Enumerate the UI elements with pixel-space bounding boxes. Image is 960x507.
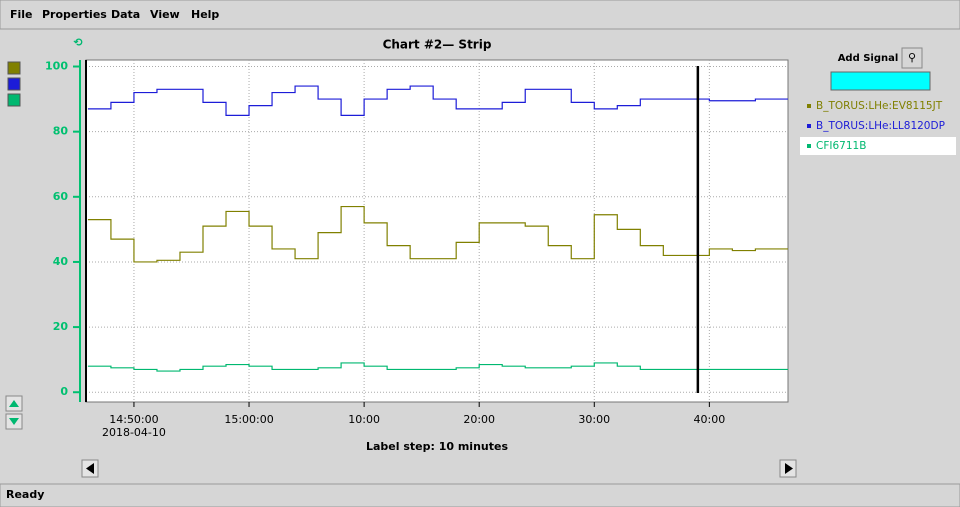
menu-item[interactable]: Help [191, 8, 219, 21]
signal-input[interactable] [830, 71, 931, 91]
axis-color-swatch[interactable] [7, 93, 21, 107]
y-tick-label: 100 [45, 60, 68, 73]
x-date-label: 2018-04-10 [102, 426, 166, 439]
menu-item[interactable]: File [10, 8, 33, 21]
legend-selected-bg [800, 137, 956, 155]
status-text: Ready [6, 488, 44, 501]
y-tick-label: 0 [60, 385, 68, 398]
y-tick-label: 40 [53, 255, 69, 268]
y-tick-label: 20 [53, 320, 69, 333]
x-tick-label: 15:00:00 [224, 413, 273, 426]
x-axis-label: Label step: 10 minutes [366, 440, 508, 453]
plot-area [85, 59, 789, 403]
legend-label[interactable]: CFI6711B [816, 140, 866, 152]
series-line [87, 362, 788, 372]
x-tick-label: 10:00 [348, 413, 380, 426]
down-arrow [9, 418, 19, 425]
series-line [87, 205, 788, 263]
up-arrow [9, 400, 19, 407]
x-tick-label: 30:00 [578, 413, 610, 426]
axis-selectors [7, 61, 21, 107]
add-signal-label: Add Signal [838, 53, 899, 64]
legend-label[interactable]: B_TORUS:LHe:LL8120DP [816, 120, 945, 132]
chart-title: Chart #2— Strip [383, 38, 492, 52]
find-button[interactable] [901, 47, 923, 69]
menu-bar [0, 0, 960, 30]
status-bar [0, 483, 960, 507]
axis-color-swatch[interactable] [7, 61, 21, 75]
binoculars-icon: ⚲ [908, 51, 916, 64]
x-tick-label: 40:00 [694, 413, 726, 426]
reset-icon[interactable]: ⟲ [73, 36, 82, 49]
y-tick-label: 60 [53, 190, 69, 203]
menu-item[interactable]: View [150, 8, 180, 21]
menu-item[interactable]: Properties [42, 8, 107, 21]
left-arrow [86, 463, 94, 474]
axis-color-swatch[interactable] [7, 77, 21, 91]
series-line [87, 85, 788, 116]
right-arrow [785, 463, 793, 474]
legend-marker [807, 144, 811, 148]
x-tick-label: 14:50:00 [109, 413, 158, 426]
legend-marker [807, 124, 811, 128]
legend-marker [807, 104, 811, 108]
menu-item[interactable]: Data [111, 8, 140, 21]
y-tick-label: 80 [53, 125, 69, 138]
x-tick-label: 20:00 [463, 413, 495, 426]
legend-label[interactable]: B_TORUS:LHe:EV8115JT [816, 100, 943, 112]
